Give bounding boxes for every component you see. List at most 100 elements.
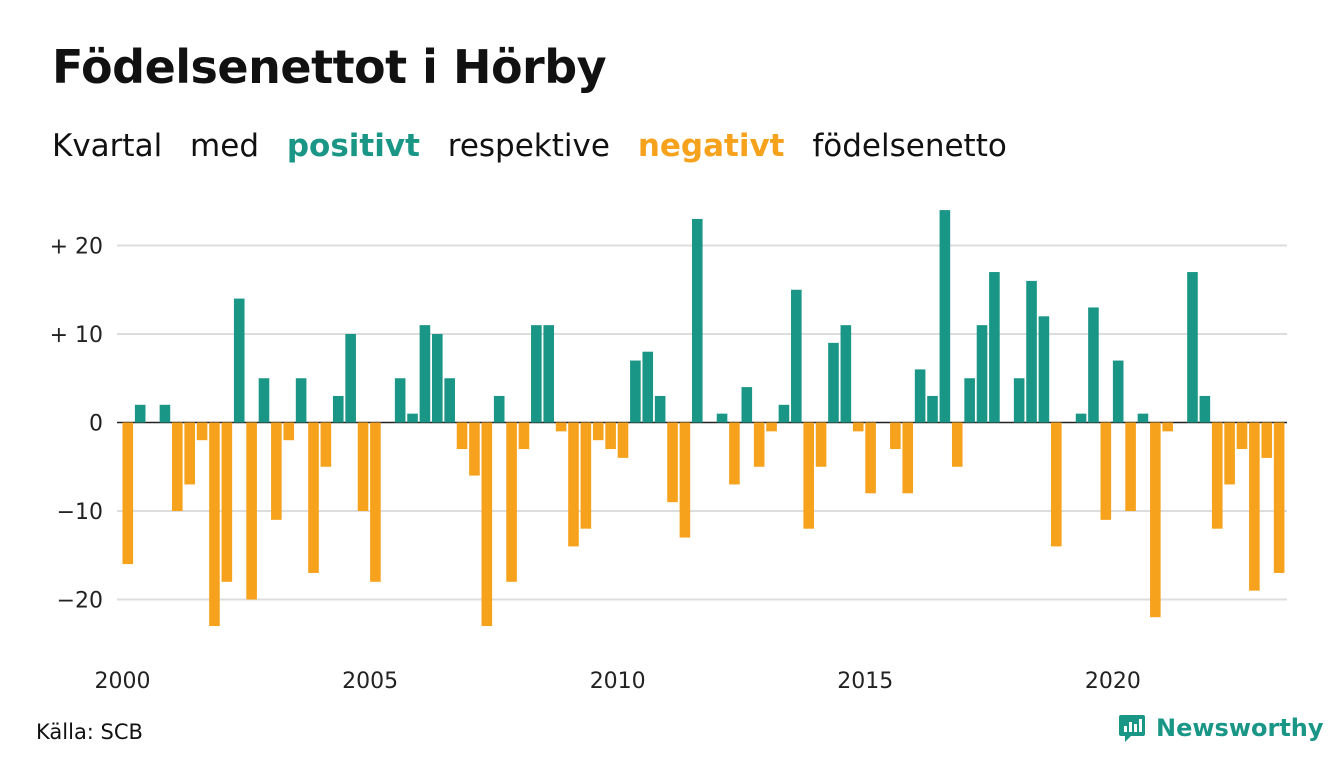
x-tick-label: 2020 <box>1085 669 1141 694</box>
bar-positive <box>1013 378 1025 423</box>
bar-positive <box>233 298 245 423</box>
bar-negative <box>1125 422 1136 511</box>
bar-negative <box>568 422 579 547</box>
bar-positive <box>964 378 975 423</box>
bar-positive <box>976 325 988 423</box>
bar-positive <box>1075 413 1087 423</box>
bar-positive <box>927 395 938 423</box>
bar-positive <box>642 351 654 423</box>
bar-negative <box>271 422 282 520</box>
bar-negative <box>518 422 530 450</box>
bar-negative <box>902 422 914 494</box>
bar-negative <box>1261 422 1273 458</box>
bar-negative <box>1273 422 1285 573</box>
bar-negative <box>580 422 592 529</box>
bar-positive <box>778 404 790 423</box>
bar-negative <box>357 422 369 511</box>
bar-positive <box>419 325 431 423</box>
bar-positive <box>543 325 555 423</box>
subtitle-positive-label: positivt <box>286 128 420 164</box>
bar-negative <box>370 422 381 582</box>
bar-positive <box>295 378 307 423</box>
bar-negative <box>1162 422 1174 432</box>
bar-negative <box>1236 422 1248 450</box>
newsworthy-logo-icon <box>1119 715 1145 742</box>
bar-negative <box>605 422 616 450</box>
bar-negative <box>196 422 208 441</box>
bar-negative <box>209 422 220 627</box>
x-tick-label: 2010 <box>590 669 646 694</box>
bar-negative <box>667 422 678 503</box>
bar-positive <box>394 378 406 423</box>
bar-positive <box>1026 280 1037 423</box>
x-axis-ticks: 2000 2005 2010 2015 2020 <box>95 669 1141 694</box>
brand-name: Newsworthy <box>1156 714 1324 742</box>
bar-negative <box>184 422 195 485</box>
y-tick-label: 0 <box>89 412 103 437</box>
bar-negative <box>865 422 876 494</box>
bar-negative <box>320 422 332 467</box>
bar-positive <box>1112 360 1124 423</box>
bar-positive <box>716 413 728 423</box>
bar-positive <box>840 325 852 423</box>
bar-negative <box>283 422 295 441</box>
bars <box>122 210 1285 627</box>
bar-positive <box>1187 272 1198 423</box>
subtitle-word: med <box>190 128 259 164</box>
bar-negative <box>951 422 963 467</box>
bar-negative <box>617 422 629 458</box>
subtitle-word: födelsenetto <box>812 128 1007 164</box>
bar-positive <box>345 334 356 423</box>
bar-positive <box>1199 395 1211 423</box>
subtitle-word: Kvartal <box>52 128 163 164</box>
bar-positive <box>1038 316 1050 423</box>
bar-negative <box>1100 422 1112 520</box>
bar-negative <box>1224 422 1235 485</box>
bar-positive <box>989 272 1000 423</box>
bar-positive <box>691 218 703 423</box>
bar-negative <box>122 422 134 565</box>
bar-negative <box>890 422 901 450</box>
chart-subtitle: Kvartal med positivt respektive negativt… <box>52 128 1025 164</box>
bar-positive <box>939 210 951 423</box>
bar-positive <box>1088 307 1099 423</box>
bar-negative <box>1051 422 1062 547</box>
bar-negative <box>1211 422 1223 529</box>
bar-positive <box>432 334 443 423</box>
y-tick-label: −20 <box>57 589 103 614</box>
bar-negative <box>592 422 604 441</box>
bar-positive <box>828 342 839 423</box>
y-tick-label: + 10 <box>50 323 103 348</box>
bar-negative <box>555 422 567 432</box>
bar-negative <box>481 422 493 627</box>
bar-negative <box>852 422 864 432</box>
bar-positive <box>531 325 542 423</box>
chart-title: Födelsenettot i Hörby <box>52 40 607 94</box>
bar-negative <box>803 422 814 529</box>
bar-positive <box>1137 413 1149 423</box>
subtitle-negative-label: negativt <box>637 128 785 164</box>
bar-negative <box>766 422 777 432</box>
bar-positive <box>407 413 418 423</box>
y-axis-ticks: + 20 + 10 0 −10 −20 <box>50 235 103 614</box>
bar-negative <box>172 422 183 511</box>
bar-positive <box>630 360 641 423</box>
bar-negative <box>729 422 740 485</box>
bar-negative <box>753 422 765 467</box>
bar-positive <box>741 387 753 423</box>
bar-positive <box>159 404 171 423</box>
bar-positive <box>444 378 455 423</box>
bar-positive <box>332 395 344 423</box>
bar-negative <box>679 422 691 538</box>
bar-positive <box>791 289 802 423</box>
bar-negative <box>815 422 827 467</box>
bar-negative <box>246 422 257 600</box>
newsworthy-brand: Newsworthy <box>1118 713 1324 743</box>
x-tick-label: 2005 <box>342 669 398 694</box>
x-tick-label: 2000 <box>95 669 151 694</box>
bar-negative <box>221 422 233 582</box>
bar-negative <box>506 422 517 582</box>
bar-positive <box>258 378 270 423</box>
bar-positive <box>134 404 146 423</box>
